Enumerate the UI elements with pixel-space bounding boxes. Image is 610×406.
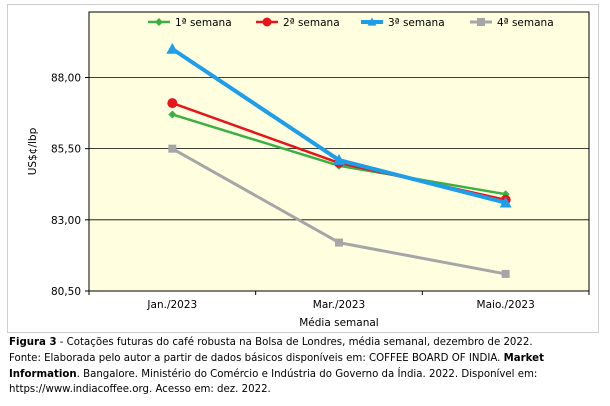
source-title: Market Information xyxy=(9,353,544,380)
data-point xyxy=(168,110,177,119)
x-tick-label: Mar./2023 xyxy=(313,299,365,311)
source-suffix: . Bangalore. Ministério do Comércio e In… xyxy=(9,368,538,396)
line-chart: 80,50 83,00 85,50 88,00 Jan./2023 Mar./2023 Ma… xyxy=(27,11,590,329)
legend-swatch-marker xyxy=(367,17,377,26)
legend-swatch-marker xyxy=(477,18,485,26)
y-axis-label: US$¢/lbp xyxy=(27,127,39,175)
data-point xyxy=(333,154,345,165)
data-point xyxy=(501,269,510,278)
source-note: Fonte: Elaborada pelo autor a partir de … xyxy=(9,351,605,398)
y-tick-label: 85,50 xyxy=(51,144,81,156)
chart-frame: 80,50 83,00 85,50 88,00 Jan./2023 Mar./2023 Ma… xyxy=(7,4,599,333)
source-prefix: Fonte: Elaborada pelo autor a partir de … xyxy=(9,353,504,364)
plot-area xyxy=(88,11,590,292)
legend-label: 3ª semana xyxy=(388,17,445,29)
legend-swatch-marker xyxy=(155,18,163,26)
data-point xyxy=(499,196,512,208)
data-point xyxy=(167,98,178,109)
x-axis-label: Média semanal xyxy=(299,317,378,329)
y-tick-label: 80,50 xyxy=(51,286,81,298)
legend-label: 1ª semana xyxy=(175,17,232,29)
legend-label: 2ª semana xyxy=(283,17,340,29)
y-tick-label: 83,00 xyxy=(51,215,81,227)
figure-caption: Figura 3 - Cotações futuras do café robu… xyxy=(9,335,605,351)
legend-swatch-marker xyxy=(262,17,272,27)
figure-text: - Cotações futuras do café robusta na Bo… xyxy=(56,337,533,348)
legend-label: 4ª semana xyxy=(497,17,554,29)
figure-label: Figura 3 xyxy=(9,337,57,348)
x-tick-label: Jan./2023 xyxy=(146,299,197,311)
x-tick-label: Maio./2023 xyxy=(477,299,535,311)
data-point xyxy=(166,43,179,54)
data-point xyxy=(335,238,343,247)
data-point xyxy=(168,144,177,153)
y-tick-label: 88,00 xyxy=(51,72,81,84)
